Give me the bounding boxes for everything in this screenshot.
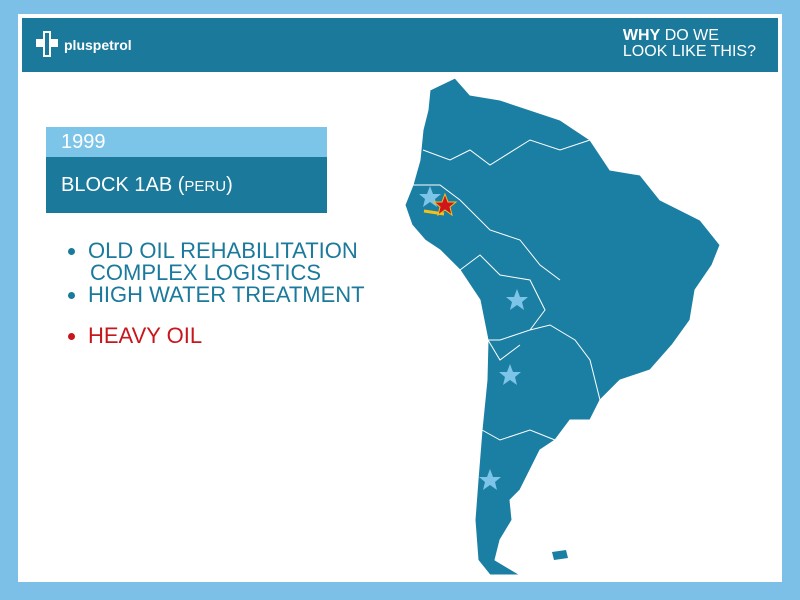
bullet: OLD OIL REHABILITATION [88,240,365,262]
block-name: BLOCK 1AB ( [61,174,185,196]
bullet-list: OLD OIL REHABILITATION COMPLEX LOGISTICS… [62,240,365,306]
highlight-bullet: HEAVY OIL [88,325,202,347]
tagline: WHY DO WE LOOK LIKE THIS? [623,28,756,60]
block-title: BLOCK 1AB (PERU) [46,157,327,213]
tagline-bold: WHY [622,27,661,44]
selected-star [432,192,458,217]
island [552,550,568,560]
header: pluspetrol WHY DO WE LOOK LIKE THIS? [22,18,778,72]
bullet: HIGH WATER TREATMENT [88,284,365,306]
bullet: COMPLEX LOGISTICS [90,260,322,285]
block-close: ) [226,174,233,196]
year: 1999 [46,127,327,157]
map [404,77,721,576]
highlight-list: HEAVY OIL [62,325,202,347]
tagline-text: LOOK LIKE THIS? [622,43,756,60]
tagline-text: DO WE [664,27,719,44]
borders [413,139,601,441]
block-country: PERU [184,178,227,195]
brand: pluspetrol [64,37,132,53]
logo-icon [36,31,58,57]
slide: pluspetrol WHY DO WE LOOK LIKE THIS? 199… [18,14,782,582]
continent [404,77,721,576]
